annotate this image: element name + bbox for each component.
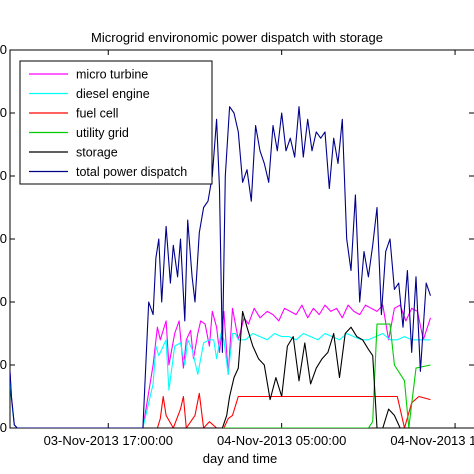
chart-title: Microgrid environomic power dispatch wit… [91, 30, 383, 45]
series-line-micro-turbine [10, 304, 432, 428]
y-tick-label: 200 [0, 294, 7, 309]
series-line-diesel-engine [10, 332, 431, 428]
series-line-total-power-dispatch [10, 106, 432, 428]
series-line-fuel-cell [10, 392, 431, 428]
x-axis-ticks: 03-Nov-2013 17:00:00 04-Nov-2013 05:00:00… [44, 50, 474, 448]
x-tick-label: 04-Nov-2013 17:00:00 [390, 433, 474, 448]
legend-items: micro turbine diesel engine fuel cell utili… [29, 68, 187, 179]
x-axis-label: day and time [203, 451, 277, 466]
x-tick-label: 03-Nov-2013 17:00:00 [44, 433, 173, 448]
series-lines [10, 106, 432, 428]
legend-label: fuel cell [76, 107, 118, 121]
legend-box [19, 60, 213, 185]
y-tick-label: 0 [0, 420, 7, 435]
y-axis-ticks: 0 100 200 300 400 500 600 [0, 42, 474, 435]
x-tick-label: 04-Nov-2013 05:00:00 [217, 433, 346, 448]
y-tick-label: 100 [0, 357, 7, 372]
y-tick-label: 600 [0, 42, 7, 57]
series-line-storage [10, 310, 431, 428]
legend-label: utility grid [76, 126, 129, 140]
y-tick-label: 300 [0, 231, 7, 246]
y-tick-label: 500 [0, 105, 7, 120]
y-tick-label: 400 [0, 168, 7, 183]
series-line-utility-grid [10, 323, 431, 428]
legend-label: total power dispatch [76, 165, 187, 179]
legend-label: diesel engine [76, 87, 150, 101]
legend-label: storage [76, 146, 118, 160]
legend: micro turbine diesel engine fuel cell utili… [19, 60, 213, 185]
legend-label: micro turbine [76, 68, 148, 82]
